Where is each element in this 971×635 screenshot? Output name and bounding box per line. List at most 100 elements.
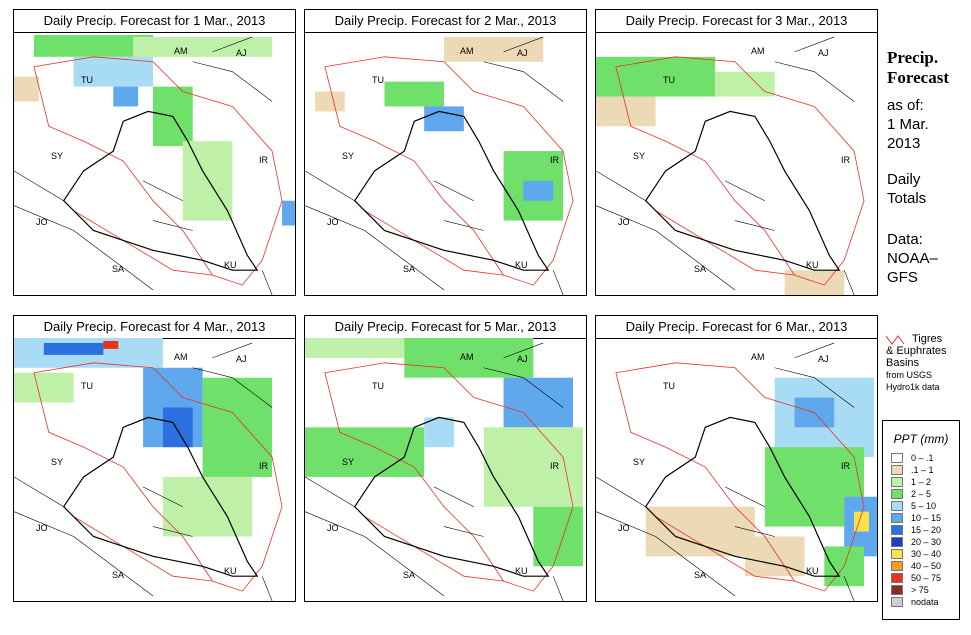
legend-item: 15 – 20 [883,524,959,536]
legend-item: 30 – 40 [883,548,959,560]
legend-item: > 75 [883,584,959,596]
precip-cells [14,338,273,537]
forecast-panel-5: Daily Precip. Forecast for 5 Mar., 2013 [304,315,587,602]
sidebar-daily-line1: Daily [887,171,921,188]
label-am: AM [751,46,765,56]
iraq-border [62,416,259,577]
legend-label: 40 – 50 [911,561,942,571]
forecast-panel-6: Daily Precip. Forecast for 6 Mar., 2013 [595,315,878,602]
legend-swatch [891,597,903,607]
legend-swatch [891,525,903,535]
label-jo: JO [618,217,630,227]
basin-boundary [33,56,283,286]
iraq-border [644,110,841,271]
label-aj: AJ [517,48,528,58]
label-sa: SA [112,264,125,274]
label-aj: AJ [818,48,829,58]
legend-item: 40 – 50 [883,560,959,572]
map-canvas [596,342,877,601]
label-tu: TU [81,75,93,85]
legend-swatch [891,585,903,595]
label-sy: SY [633,457,646,467]
panel-title: Daily Precip. Forecast for 3 Mar., 2013 [596,10,877,33]
forecast-panel-3: Daily Precip. Forecast for 3 Mar., 2013 … [595,9,878,296]
legend-label: nodata [911,597,939,607]
legend-item: 2 – 5 [883,488,959,500]
label-ku: KU [224,260,237,270]
label-ku: KU [515,260,528,270]
legend-item: 5 – 10 [883,500,959,512]
label-sy: SY [633,151,646,161]
label-ir: IR [550,461,559,471]
forecast-panel-1: Daily Precip. Forecast for 1 Mar., 2013 [13,9,296,296]
label-ir: IR [259,461,268,471]
map-canvas [14,34,295,295]
legend-label: 2 – 5 [911,489,932,499]
iraq-border [62,110,259,271]
map-canvas [305,36,574,295]
legend-label: 10 – 15 [911,513,942,523]
precip-cells [314,36,564,221]
admin-boundaries [596,36,855,295]
basin-legend-line1: Tigres [912,333,943,345]
ppt-legend: PPT (mm) 0 – .1 .1 – 1 1 – 2 2 – 5 5 – 10 10 … [882,420,960,620]
basin-boundary [324,56,574,286]
label-sy: SY [51,151,64,161]
label-sy: SY [342,457,355,467]
label-tu: TU [663,75,675,85]
basin-line-icon [886,335,905,345]
legend-label: 50 – 75 [911,573,942,583]
label-ku: KU [515,566,528,576]
sidebar-title-line2: Forecast [887,68,949,87]
legend-item: 0 – .1 [883,452,959,464]
basin-boundary [33,362,283,592]
legend-item: 1 – 2 [883,476,959,488]
precip-cells [305,338,583,567]
map-canvas [305,338,583,601]
iraq-border [353,110,550,271]
legend-swatch [891,465,903,475]
panel-title: Daily Precip. Forecast for 1 Mar., 2013 [14,10,295,33]
panel-title: Daily Precip. Forecast for 6 Mar., 2013 [596,316,877,339]
basin-legend-line4: from USGS [886,370,933,380]
legend-label: 15 – 20 [911,525,942,535]
sidebar-date-line2: 2013 [887,135,921,152]
forecast-panel-2: Daily Precip. Forecast for 2 Mar., 2013 [304,9,587,296]
basin-boundary [615,362,865,592]
label-ir: IR [841,461,850,471]
label-aj: AJ [517,354,528,364]
legend-swatch [891,549,903,559]
map-canvas [14,338,283,601]
label-ir: IR [550,155,559,165]
label-jo: JO [618,523,630,533]
label-sa: SA [403,570,416,580]
label-tu: TU [81,381,93,391]
admin-boundaries [596,342,855,601]
basin-legend-line5: Hydro1k data [886,382,940,392]
label-aj: AJ [236,48,247,58]
sidebar-data-line2: NOAA– [887,250,938,267]
sidebar-data-line1: Data: [887,231,923,248]
label-am: AM [460,352,474,362]
legend-rows: 0 – .1 .1 – 1 1 – 2 2 – 5 5 – 10 10 – 15 15 – … [883,452,959,608]
legend-label: 5 – 10 [911,501,937,511]
precip-cells [14,34,295,226]
label-sy: SY [342,151,355,161]
legend-label: > 75 [911,585,929,595]
label-ir: IR [259,155,268,165]
basin-legend-line2: & Euphrates [886,345,947,357]
label-sa: SA [694,570,707,580]
map-canvas [596,36,865,295]
legend-item: 20 – 30 [883,536,959,548]
label-am: AM [460,46,474,56]
legend-item: .1 – 1 [883,464,959,476]
label-jo: JO [36,523,48,533]
sidebar-daily-line2: Totals [887,190,927,207]
label-sa: SA [694,264,707,274]
label-jo: JO [36,217,48,227]
legend-item: 10 – 15 [883,512,959,524]
label-am: AM [174,46,188,56]
label-sy: SY [51,457,64,467]
label-ku: KU [806,566,819,576]
basin-legend-line3: Basins [886,357,920,369]
